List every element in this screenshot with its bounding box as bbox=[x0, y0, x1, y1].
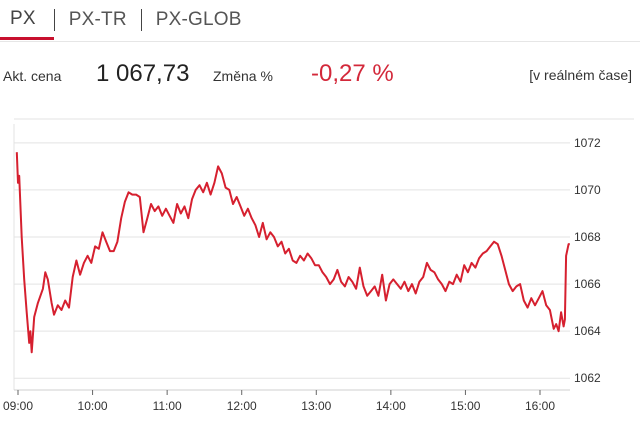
x-tick-label: 15:00 bbox=[450, 399, 480, 413]
tab-px-tr[interactable]: PX-TR bbox=[68, 9, 127, 30]
x-tick-label: 14:00 bbox=[376, 399, 406, 413]
y-tick-label: 1062 bbox=[574, 371, 601, 385]
tab-separator bbox=[140, 9, 142, 31]
x-tick-label: 12:00 bbox=[227, 399, 257, 413]
x-tick-label: 10:00 bbox=[78, 399, 108, 413]
x-tick-label: 13:00 bbox=[301, 399, 331, 413]
y-tick-label: 1072 bbox=[574, 136, 601, 150]
price-value: 1 067,73 bbox=[96, 60, 190, 87]
x-tick-label: 16:00 bbox=[525, 399, 555, 413]
tabs-divider bbox=[0, 41, 640, 42]
index-tabs: PX PX-TR PX-GLOB bbox=[0, 0, 640, 40]
x-tick-label: 11:00 bbox=[153, 399, 182, 413]
quote-bar: Akt. cena 1 067,73 Změna % -0,27 % [v re… bbox=[0, 42, 640, 102]
y-tick-label: 1066 bbox=[574, 277, 601, 291]
tab-separator bbox=[53, 9, 55, 31]
change-label: Změna % bbox=[213, 68, 273, 84]
realtime-indicator: [v reálném čase] bbox=[529, 67, 632, 83]
price-series-line bbox=[15, 152, 570, 354]
price-label: Akt. cena bbox=[3, 68, 62, 84]
change-value: -0,27 % bbox=[311, 60, 394, 87]
y-tick-label: 1070 bbox=[574, 183, 601, 197]
tab-px-glob[interactable]: PX-GLOB bbox=[155, 9, 242, 30]
x-tick-label: 09:00 bbox=[3, 399, 33, 413]
tab-px[interactable]: PX bbox=[0, 0, 54, 40]
y-tick-label: 1064 bbox=[574, 324, 601, 338]
y-tick-label: 1068 bbox=[574, 230, 601, 244]
intraday-line-chart: 1062 1064 1066 1068 1070 1072 09:00 10:00 11:00 1… bbox=[3, 118, 634, 413]
